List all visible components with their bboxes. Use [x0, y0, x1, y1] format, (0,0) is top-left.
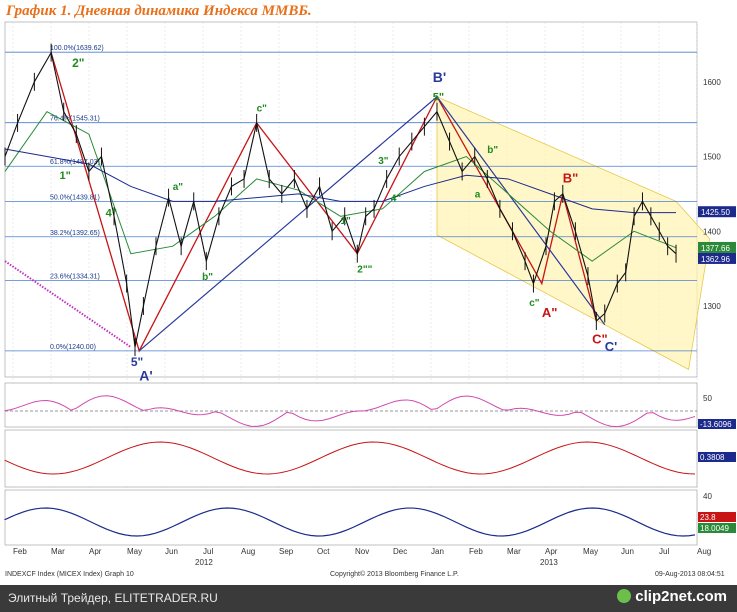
- fib-level-label: 38.2%(1392.65): [50, 230, 100, 237]
- indicator-value-label: 0.3808: [700, 453, 725, 462]
- month-tick-label: Jun: [621, 547, 634, 556]
- wave-label: 4": [391, 193, 402, 204]
- month-tick-label: Mar: [51, 547, 65, 556]
- y-tick-label: 1300: [703, 302, 721, 311]
- indicator-value-box: [698, 523, 736, 533]
- month-tick-label: Dec: [393, 547, 407, 556]
- wave-label: 2": [72, 56, 84, 70]
- price-tag-box: [698, 252, 736, 264]
- indicator-panel: [4, 489, 698, 546]
- chart-title: График 1. Дневная динамика Индекса ММВБ.: [6, 3, 312, 19]
- site-caption: Элитный Трейдер, ELITETRADER.RU: [8, 591, 218, 605]
- month-tick-label: Jul: [203, 547, 213, 556]
- price-tag-label: 1362.96: [701, 255, 730, 264]
- fib-level-label: 61.8%(1487.03): [50, 159, 100, 166]
- dotted-trend-line: [4, 260, 132, 348]
- footer-copyright: Copyright© 2013 Bloomberg Finance L.P.: [330, 571, 459, 578]
- right-value-labels: 1425.50 1377.66 1362.96: [698, 206, 736, 264]
- y-tick-label: 1600: [703, 78, 721, 87]
- month-tick-label: Jun: [165, 547, 178, 556]
- month-tick-label: Sep: [279, 547, 294, 556]
- month-tick-label: Jan: [431, 547, 444, 556]
- price-tag-box: [698, 206, 736, 218]
- wave-label: 1": [60, 170, 71, 182]
- month-tick-label: Apr: [89, 547, 102, 556]
- indicator-panel: [4, 382, 698, 428]
- ema-short-line: [4, 111, 677, 262]
- wave-label: C": [592, 331, 608, 346]
- price-series: [4, 43, 677, 357]
- month-tick-label: Aug: [697, 547, 711, 556]
- x-axis: Feb Mar Apr May Jun Jul Aug Sep Oct Nov Dec Jan Feb M…: [13, 547, 711, 567]
- wave-labels: 2"1"4"5"A'a"b"c"1"2""4"3"B'5"b"ac"A"B"C"…: [60, 56, 618, 384]
- wave-label: A': [139, 368, 152, 384]
- month-tick-label: Jul: [659, 547, 669, 556]
- indicator-value-label: -13.6096: [700, 420, 732, 429]
- wave-label: 3": [378, 156, 389, 167]
- clip-icon: [617, 589, 632, 603]
- indicator-tick-label: 40: [703, 492, 712, 501]
- wave-label: 4": [106, 207, 117, 219]
- price-tag-label: 1425.50: [701, 208, 730, 217]
- wave-label: 5": [131, 355, 143, 369]
- month-tick-label: Oct: [317, 547, 330, 556]
- wave-label: B': [433, 69, 446, 85]
- watermark-bar: Элитный Трейдер, ELITETRADER.RU clip2net…: [0, 585, 737, 612]
- wave-label: B": [563, 171, 579, 186]
- year-label: 2012: [195, 558, 213, 567]
- month-tick-label: Feb: [469, 547, 483, 556]
- indicator-tick-label: 50: [703, 394, 712, 403]
- indicator-value-box: [698, 452, 736, 462]
- oscillator-line: [4, 441, 696, 475]
- y-tick-label: 1500: [703, 153, 721, 162]
- chart-canvas: 100.0%(1639.62) 76.4%(1545.31) 61.8%(1487.…: [4, 21, 736, 567]
- indicator-panels: 50 -13.6096 0.3808 40 23.8 18.0049: [4, 382, 736, 546]
- wave-label: C': [605, 339, 617, 354]
- y-axis: 1300 1400 1500 1600: [703, 78, 721, 311]
- wave-label: c": [529, 298, 540, 309]
- brand-label: clip2net.com: [635, 588, 727, 605]
- wave-label: 1": [341, 216, 352, 227]
- year-label: 2013: [540, 558, 558, 567]
- oscillator-line: [4, 395, 696, 428]
- brand-logo[interactable]: clip2net.com: [617, 588, 727, 605]
- month-tick-label: May: [127, 547, 142, 556]
- month-tick-label: Mar: [507, 547, 521, 556]
- fib-level-label: 100.0%(1639.62): [50, 45, 104, 52]
- fib-level-label: 50.0%(1439.81): [50, 195, 100, 202]
- price-tag-label: 1377.66: [701, 244, 730, 253]
- elliott-wave-line: [436, 96, 597, 322]
- wave-label: b": [202, 272, 213, 283]
- fib-level-label: 76.4%(1545.31): [50, 116, 100, 123]
- price-tag-box: [698, 241, 736, 253]
- fib-level-label: 0.0%(1240.00): [50, 344, 96, 351]
- month-tick-label: Apr: [545, 547, 558, 556]
- wave-label: a": [173, 182, 184, 193]
- month-tick-label: Feb: [13, 547, 27, 556]
- month-tick-label: Nov: [355, 547, 369, 556]
- month-tick-label: Aug: [241, 547, 255, 556]
- indicator-value-box: [698, 419, 736, 429]
- wave-label: c": [257, 104, 268, 115]
- indicator-value-label: 18.0049: [700, 524, 729, 533]
- footer-timestamp: 09-Aug-2013 08:04:51: [655, 571, 725, 578]
- elliott-wave-primary-line: [138, 95, 606, 352]
- footer-symbol: INDEXCF Index (MICEX Index) Graph 10: [5, 571, 134, 578]
- wave-label: b": [487, 145, 498, 156]
- month-tick-label: May: [583, 547, 598, 556]
- wave-label: A": [542, 305, 558, 320]
- indicator-value-box: [698, 512, 736, 522]
- wave-label: a: [475, 190, 481, 201]
- y-tick-label: 1400: [703, 227, 721, 236]
- wave-label: 5": [433, 91, 444, 103]
- indicator-value-label: 23.8: [700, 513, 716, 522]
- fibonacci-levels: 100.0%(1639.62) 76.4%(1545.31) 61.8%(1487.…: [5, 45, 697, 352]
- wave-label: 2"": [357, 264, 372, 275]
- indicator-panel: [4, 429, 698, 488]
- oscillator-line: [4, 507, 696, 537]
- fib-level-label: 23.6%(1334.31): [50, 273, 100, 280]
